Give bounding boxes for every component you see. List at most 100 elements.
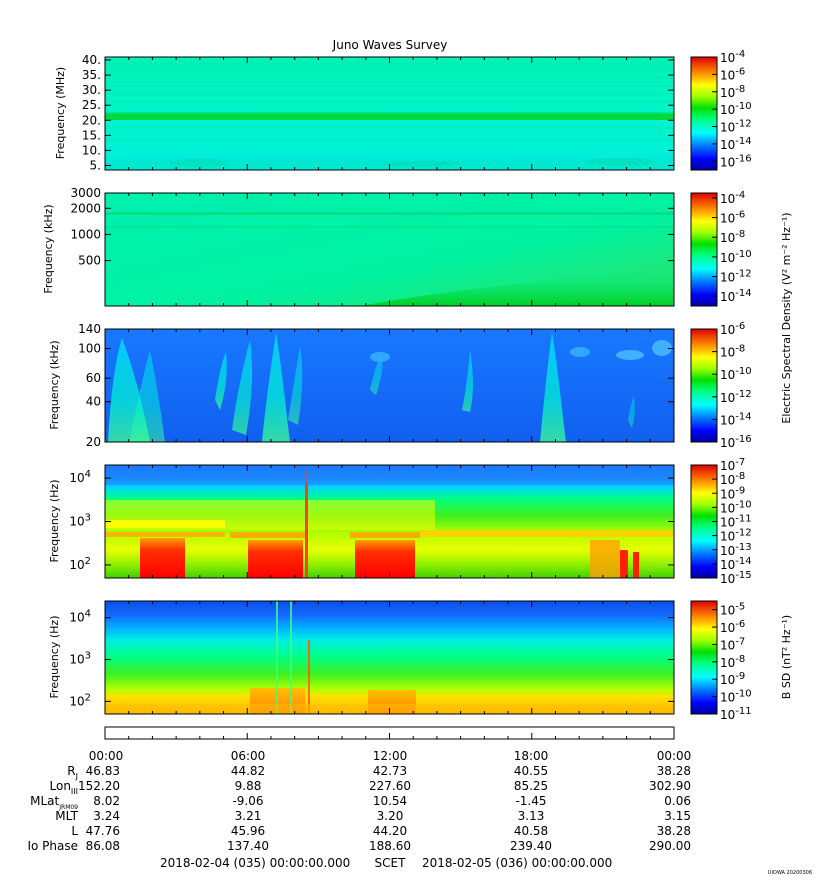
panel-1-ytick-label: 10. — [82, 143, 101, 157]
panel-5-colorbar-label: 10-5 — [720, 602, 745, 618]
ephemeris-value: 10.54 — [373, 794, 407, 808]
panel-3-colorbar-label: 10-14 — [720, 411, 752, 427]
panel-4-colorbar-label: 10-9 — [720, 485, 745, 501]
panel-2-band-lower — [105, 226, 674, 228]
panel-5-colorbar-label: 10-7 — [720, 636, 745, 652]
panel-1-ytick-label: 15. — [82, 128, 101, 142]
panel-1-colorbar-label: 10-10 — [720, 101, 752, 117]
panel-4-colorbar-label: 10-15 — [720, 570, 752, 586]
panel-3-colorbar: 10-6 10-8 10-10 10-12 10-14 10-16 — [690, 321, 752, 450]
panel-3-ylabel: Frequency (kHz) — [48, 340, 61, 429]
panel-1-ylabel: Frequency (MHz) — [54, 67, 67, 159]
panel-2-xticks — [104, 193, 675, 306]
panel-1-colorbar-label: 10-16 — [720, 153, 752, 169]
ephemeris-value: 3.15 — [664, 809, 691, 823]
time-label: 18:00 — [514, 749, 549, 763]
panel-2-ytick-label: 500 — [78, 254, 101, 268]
panel-2-colorbar-label: 10-4 — [720, 190, 745, 206]
ephemeris-value: 239.40 — [510, 839, 552, 853]
ephemeris-value: 38.28 — [657, 764, 691, 778]
panel-1-band-edge — [105, 112, 674, 114]
panel-4-colorbar-label: 10-11 — [720, 514, 752, 530]
panel-5-xticks — [104, 601, 675, 714]
panel-5-yticks: 104 103 102 — [69, 609, 674, 708]
panel-2-ylabel: Frequency (kHz) — [42, 204, 55, 293]
panel-3-colorbar-label: 10-6 — [720, 321, 745, 337]
ephemeris-value: 188.60 — [369, 839, 411, 853]
panel-2-lowfreq-rise — [360, 268, 674, 306]
ephemeris-label-L: L — [71, 824, 78, 838]
panel-3-yticks: 140 100 60 40 20 — [78, 322, 674, 449]
panel-4-colorbar-label: 10-14 — [720, 556, 752, 572]
panel-3-ytick-label: 60 — [86, 371, 101, 385]
ephemeris-value: -1.45 — [515, 794, 546, 808]
panel-3-colorbar-label: 10-8 — [720, 344, 745, 360]
panel-5-colorbar-label: 10-11 — [720, 706, 752, 722]
panel-5-colorbar-label: 10-6 — [720, 619, 745, 635]
ephemeris-value: 152.20 — [78, 779, 120, 793]
panel-1-colorbar-label: 10-14 — [720, 136, 752, 152]
ephemeris-value: 227.60 — [369, 779, 411, 793]
end-scet: 2018-02-05 (036) 00:00:00.000 — [422, 856, 612, 870]
ephemeris-table: 00:00 06:00 12:00 18:00 00:00 RJ 46.83 44.82 42.… — [27, 749, 691, 853]
panel-2-colorbar-fill — [690, 192, 718, 307]
panel-2-colorbar-label: 10-12 — [720, 269, 752, 285]
ephemeris-value: 47.76 — [86, 824, 120, 838]
ephemeris-value: 3.24 — [93, 809, 120, 823]
panel-5-ytick-label: 103 — [69, 651, 91, 667]
panel-3-ytick-label: 20 — [86, 435, 101, 449]
panel-4-ytick-label: 103 — [69, 513, 91, 529]
panel-1-colorbar-label: 10-12 — [720, 119, 752, 135]
ephemeris-value: 9.88 — [235, 779, 262, 793]
ephemeris-value: 40.55 — [514, 764, 548, 778]
panel-5-colorbar-fill — [690, 600, 718, 715]
panel-3-ytick-label: 100 — [78, 342, 101, 356]
ephemeris-value: 8.02 — [93, 794, 120, 808]
panel-4-colorbar-label: 10-13 — [720, 542, 752, 558]
panel-3-spectrogram — [105, 329, 674, 442]
panel-1: 40.35.30.25.20.15.10.5. Frequency (MHz) … — [54, 49, 752, 172]
panel-1-band — [105, 113, 674, 120]
panel-4-xticks — [104, 465, 675, 578]
ephemeris-value: 302.90 — [649, 779, 691, 793]
ephemeris-value: 44.20 — [373, 824, 407, 838]
magnetic-colorbar-label: B SD (nT² Hz⁻¹) — [780, 615, 793, 699]
panel-1-colorbar-label: 10-4 — [720, 49, 745, 65]
panel-4-colorbar-label: 10-8 — [720, 471, 745, 487]
panel-3-ytick-label: 140 — [78, 322, 101, 336]
ephemeris-value: 45.96 — [231, 824, 265, 838]
start-scet: 2018-02-04 (035) 00:00:00.000 — [160, 856, 350, 870]
panel-3-colorbar-fill — [690, 328, 718, 443]
ephemeris-value: 85.25 — [514, 779, 548, 793]
ephemeris-value: 46.83 — [86, 764, 120, 778]
ephemeris-value: -9.06 — [232, 794, 263, 808]
panel-4-ytick-label: 104 — [69, 469, 91, 485]
panel-1-xticks — [104, 57, 675, 170]
panel-1-ytick-label: 20. — [82, 113, 101, 127]
panel-1-colorbar-fill — [690, 56, 718, 171]
panel-1-colorbar-label: 10-8 — [720, 84, 745, 100]
ephemeris-value: 137.40 — [227, 839, 269, 853]
panel-1-lines — [105, 63, 674, 141]
panel-4-ytick-label: 102 — [69, 556, 91, 572]
time-label: 00:00 — [657, 749, 692, 763]
panel-1-ytick-label: 40. — [82, 53, 101, 67]
ephemeris-value: 3.20 — [377, 809, 404, 823]
panel-1-ytick-label: 35. — [82, 68, 101, 82]
time-label: 06:00 — [231, 749, 266, 763]
ephemeris-value: 38.28 — [657, 824, 691, 838]
footer-stamp: UIOWA 20200306 — [768, 870, 812, 876]
panel-2-band-upper — [105, 212, 674, 215]
panel-5-ylabel: Frequency (Hz) — [48, 616, 61, 699]
ephemeris-value: 290.00 — [649, 839, 691, 853]
panel-4-colorbar: 10-710-810-910-1010-1110-1210-1310-1410-… — [690, 457, 752, 586]
ephemeris-label-IoPhase: Io Phase — [27, 839, 78, 853]
panel-4-ylabel: Frequency (Hz) — [48, 480, 61, 563]
panel-2-colorbar-label: 10-6 — [720, 210, 745, 226]
